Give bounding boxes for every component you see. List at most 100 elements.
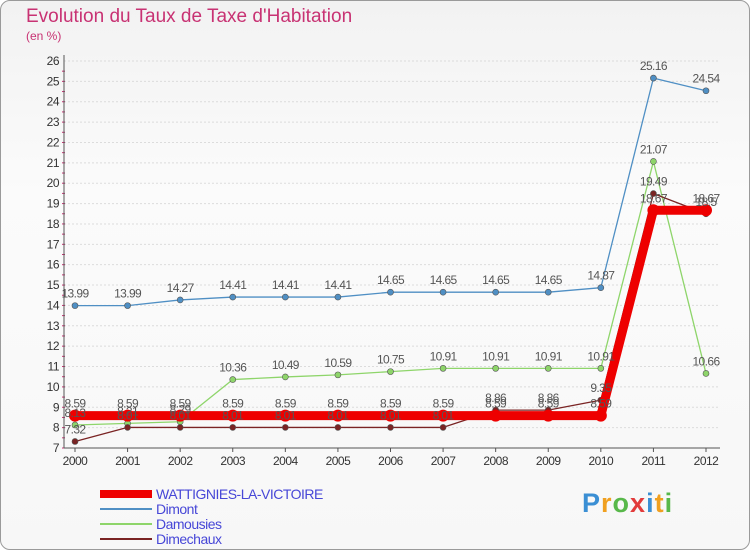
y-tick-label: 21 [47, 156, 60, 170]
legend-swatch [100, 508, 152, 510]
data-label: 8.01 [222, 408, 244, 422]
data-point [437, 409, 450, 422]
x-tick-labels: 2000 2001 2002 2003 2004 2005 2006 2007 2008 2009… [63, 454, 720, 468]
data-point [71, 438, 79, 445]
data-label: 10.36 [219, 361, 247, 375]
y-tick-label: 16 [47, 258, 60, 272]
y-tick-labels: 7 8 9 10 11 12 13 14 15 16 17 18 19 20 21 22 23 24 25 26 [47, 54, 61, 455]
legend-swatch [100, 538, 152, 540]
x-tick-label: 2011 [642, 454, 667, 468]
proxiti-logo: Proxiti [582, 488, 673, 519]
data-point [229, 376, 237, 383]
data-point [544, 365, 552, 372]
data-point [121, 409, 134, 422]
data-point [69, 409, 81, 422]
data-point [334, 371, 342, 379]
data-point [331, 409, 344, 422]
data-point [387, 288, 394, 296]
data-point [124, 424, 131, 431]
data-label: 8.59 [170, 397, 192, 411]
data-point [334, 293, 342, 301]
data-point [544, 288, 552, 296]
data-point [542, 409, 555, 422]
data-label: 8.59 [590, 397, 612, 411]
logo-letter: x [630, 488, 647, 518]
data-label: 8.01 [380, 408, 402, 422]
data-label: 10.91 [587, 349, 615, 363]
data-point [489, 409, 502, 422]
data-point [384, 409, 397, 422]
data-label: 13.99 [61, 287, 89, 301]
series-wattignies-la-victoire [69, 204, 712, 422]
x-tick-label: 2000 [63, 454, 89, 468]
data-point [229, 424, 237, 431]
series-line [75, 205, 706, 421]
data-label: 8.59 [485, 397, 507, 411]
data-point [279, 409, 292, 422]
data-point [282, 293, 289, 301]
y-tick-label: 12 [47, 339, 60, 353]
data-point [229, 293, 237, 301]
x-tick-label: 2007 [431, 454, 457, 468]
y-tick-label: 7 [53, 441, 60, 455]
y-tick-label: 26 [47, 54, 60, 68]
data-point [650, 190, 657, 197]
data-label: 8.21 [117, 404, 139, 418]
data-point [650, 158, 657, 165]
data-point [492, 288, 499, 296]
x-tick-label: 2004 [273, 454, 299, 468]
y-tick-label: 17 [47, 237, 60, 251]
data-label: 14.87 [587, 269, 615, 283]
data-label: 9.35 [590, 381, 612, 395]
data-point [176, 424, 184, 431]
data-label: 10.66 [692, 354, 720, 368]
data-label: 8.01 [117, 408, 139, 422]
logo-letter: i [664, 488, 674, 518]
data-point [334, 424, 342, 431]
data-label: 8.86 [485, 391, 507, 405]
y-tick-label: 23 [47, 115, 60, 129]
y-tick-label: 13 [47, 319, 60, 333]
data-point [702, 87, 710, 95]
logo-letter: P [582, 488, 602, 518]
y-tick-label: 15 [47, 278, 60, 292]
data-label: 24.54 [692, 72, 720, 86]
data-label: 8.13 [65, 406, 87, 420]
data-label: 8.59 [65, 397, 87, 411]
data-label: 10.59 [324, 356, 352, 370]
data-label: 8.01 [170, 408, 192, 422]
y-tick-label: 18 [47, 217, 60, 231]
data-label: 19.49 [640, 175, 668, 189]
logo-letter: t [654, 488, 665, 518]
data-label: 21.07 [640, 142, 668, 156]
data-label: 13.99 [114, 287, 142, 301]
y-tick-label: 19 [47, 197, 60, 211]
data-label: 8.59 [327, 397, 349, 411]
x-tick-label: 2008 [483, 454, 509, 468]
y-tick-label: 24 [47, 95, 60, 109]
data-label: 10.91 [430, 349, 458, 363]
y-tick-label: 14 [47, 298, 60, 312]
data-label: 8.59 [117, 397, 139, 411]
legend-swatch [100, 523, 152, 525]
x-tick-label: 2010 [588, 454, 614, 468]
data-label: 14.41 [219, 278, 247, 292]
data-point [439, 424, 447, 431]
legend-label: WATTIGNIES-LA-VICTOIRE [156, 486, 323, 502]
data-label: 10.91 [482, 349, 510, 363]
legend-label: Dimechaux [156, 531, 222, 547]
data-label: 7.32 [65, 422, 87, 436]
legend-label: Damousies [156, 516, 222, 532]
x-tick-label: 2005 [326, 454, 352, 468]
data-point [492, 365, 499, 372]
y-tick-label: 11 [48, 360, 60, 374]
axes [62, 55, 720, 452]
data-point [597, 365, 605, 372]
chart-title: Evolution du Taux de Taxe d'Habitation [26, 6, 353, 27]
grid-lines [64, 60, 720, 449]
y-tick-label: 8 [53, 421, 60, 435]
data-point [387, 424, 394, 431]
data-point [594, 409, 607, 422]
data-labels: 13.99 13.99 14.27 14.41 14.41 14.41 14.65 14.65… [61, 59, 721, 436]
